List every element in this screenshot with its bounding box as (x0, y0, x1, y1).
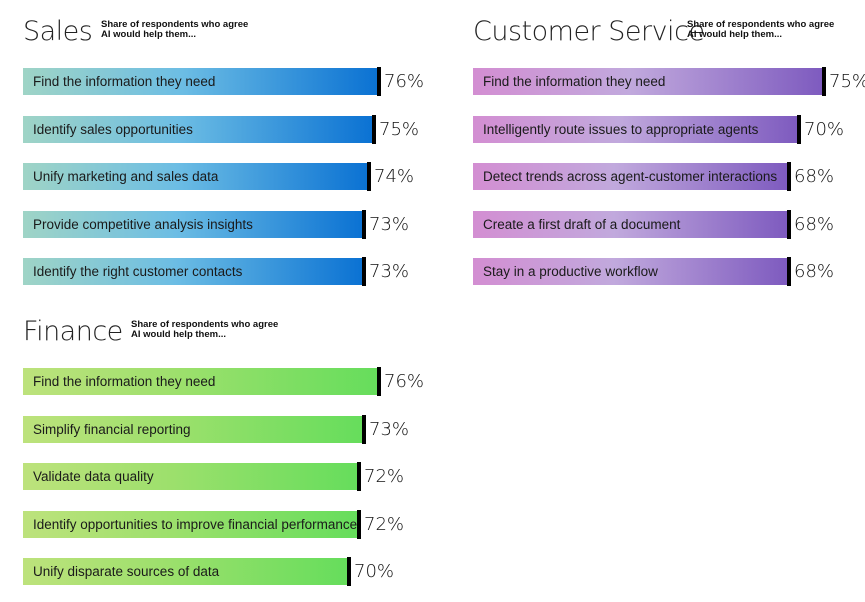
bar: Intelligently route issues to appropriat… (473, 114, 801, 144)
chart-subtitle: Share of respondents who agree AI would h… (131, 320, 278, 340)
bar-label: Simplify financial reporting (33, 421, 191, 437)
chart-subtitle: Share of respondents who agree AI would h… (101, 20, 248, 40)
data-label: 72% (364, 513, 405, 535)
subtitle-line: AI would help them... (131, 329, 226, 340)
data-label: 73% (369, 213, 410, 235)
chart-title: Sales (23, 16, 93, 47)
data-label: 72% (364, 466, 405, 487)
bar-label: Intelligently route issues to appropriat… (483, 121, 759, 137)
bar-label: Identify sales opportunities (33, 121, 193, 137)
bar: Detect trends across agent-customer inte… (473, 162, 791, 191)
data-label: 73% (369, 261, 410, 282)
bar: Identify the right customer contacts (23, 257, 366, 286)
data-label: 75% (829, 71, 865, 92)
subtitle-line: Share of respondents who agree (687, 19, 835, 30)
bar: Find the information they need (473, 67, 826, 96)
bar: Unify disparate sources of data (23, 557, 351, 586)
bar-label: Identify opportunities to improve financ… (33, 516, 358, 532)
bar: Unify marketing and sales data (23, 162, 371, 191)
bar: Identify opportunities to improve financ… (23, 509, 361, 539)
bar-label: Find the information they need (33, 374, 216, 389)
bar: Find the information they need (23, 67, 381, 96)
chart-subtitle: Share of respondents who agree AI would h… (687, 20, 834, 40)
bar-label: Detect trends across agent-customer inte… (483, 169, 778, 184)
data-label: 76% (384, 371, 425, 392)
bar: Identify sales opportunities (23, 114, 376, 144)
data-label: 68% (794, 261, 835, 282)
bar-label: Find the information they need (33, 74, 216, 89)
chart-title: Customer Service (473, 16, 705, 47)
bar-label: Provide competitive analysis insights (33, 216, 253, 232)
data-label: 70% (804, 118, 845, 140)
bar-label: Create a first draft of a document (483, 216, 681, 232)
bar: Simplify financial reporting (23, 414, 366, 444)
bar-label: Find the information they need (483, 74, 666, 89)
bar: Stay in a productive workflow (473, 257, 791, 286)
data-label: 70% (354, 561, 395, 582)
data-label: 73% (369, 418, 410, 440)
bar: Create a first draft of a document (473, 209, 791, 239)
data-label: 76% (384, 71, 425, 92)
bar: Provide competitive analysis insights (23, 209, 366, 239)
subtitle-line: AI would help them... (687, 29, 782, 40)
chart-title: Finance (23, 316, 123, 347)
subtitle-line: Share of respondents who agree (131, 319, 279, 330)
bar-label: Stay in a productive workflow (483, 264, 658, 279)
subtitle-line: Share of respondents who agree (101, 19, 249, 30)
bar: Validate data quality (23, 462, 361, 491)
data-label: 74% (374, 166, 415, 187)
data-label: 75% (379, 118, 420, 140)
bar-label: Validate data quality (33, 469, 154, 484)
subtitle-line: AI would help them... (101, 29, 196, 40)
data-label: 68% (794, 166, 835, 187)
data-label: 68% (794, 213, 835, 235)
bar: Find the information they need (23, 367, 381, 396)
bar-label: Unify disparate sources of data (33, 564, 220, 579)
bar-label: Unify marketing and sales data (33, 169, 219, 184)
bar-label: Identify the right customer contacts (33, 264, 243, 279)
